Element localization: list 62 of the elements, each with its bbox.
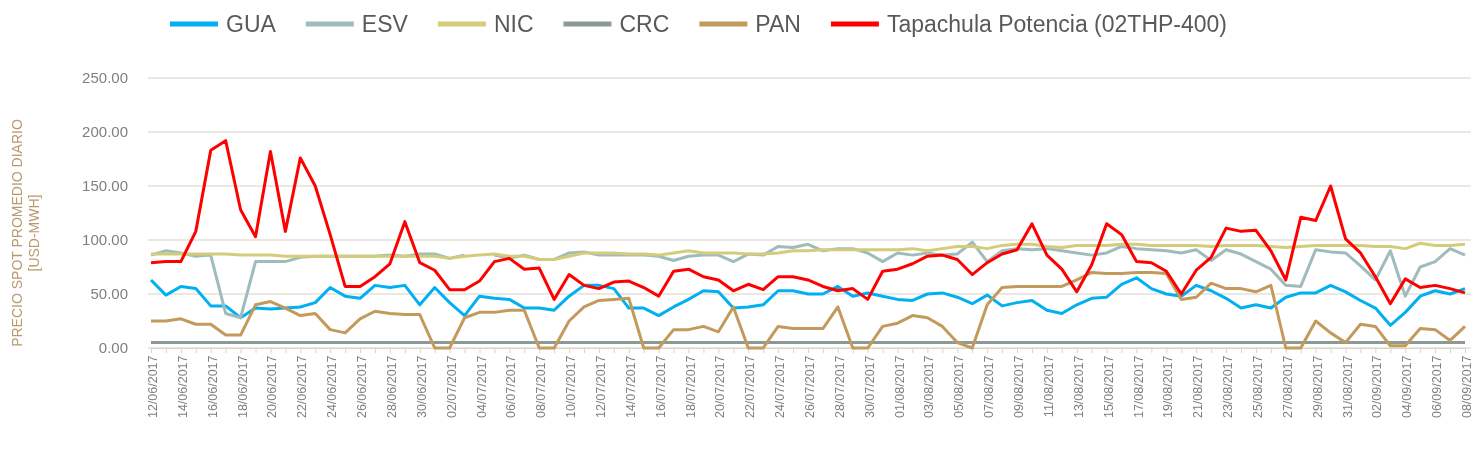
x-tick-label: 30/07/2017 (862, 355, 877, 419)
x-tick-label: 26/07/2017 (803, 355, 817, 419)
line-series (149, 139, 1467, 306)
x-tick-label: 08/07/2017 (534, 355, 549, 419)
y-tick-label: 150.00 (82, 177, 128, 195)
x-tick-label: 02/09/2017 (1370, 355, 1385, 419)
x-tick-label: 18/07/2017 (683, 355, 698, 419)
x-tick-label: 27/08/2017 (1280, 355, 1295, 419)
legend-label: CRC (619, 11, 670, 37)
legend-label: GUA (226, 11, 277, 37)
y-tick-label: 200.00 (82, 123, 128, 141)
x-tick-label: 17/08/2017 (1131, 355, 1146, 419)
y-axis-title: PRECIO SPOT PROMEDIO DIARIO [USD-MWH] (9, 119, 42, 347)
x-tick-label: 22/06/2017 (295, 355, 310, 419)
x-tick-label: 14/07/2017 (623, 355, 638, 419)
x-tick-label: 18/06/2017 (235, 355, 250, 419)
x-tick-label: 16/06/2017 (205, 355, 220, 419)
x-tick-label: 13/08/2017 (1071, 355, 1086, 419)
x-tick-label: 06/09/2017 (1430, 355, 1445, 419)
x-tick-label: 04/07/2017 (474, 355, 489, 419)
x-tick-label: 15/08/2017 (1101, 355, 1116, 419)
x-tick-label: 14/06/2017 (175, 355, 190, 419)
x-tick-label: 29/08/2017 (1310, 355, 1325, 419)
x-tick-label: 28/07/2017 (832, 355, 847, 419)
legend-label: Tapachula Potencia (02THP-400) (886, 11, 1228, 37)
legend-label: NIC (493, 11, 534, 37)
x-tick-label: 19/08/2017 (1161, 355, 1176, 419)
y-tick-label: 50.00 (90, 285, 128, 303)
x-tick-label: 07/08/2017 (982, 355, 997, 419)
line-series (149, 241, 1467, 261)
x-tick-label: 31/08/2017 (1340, 355, 1355, 419)
x-tick-label: 20/07/2017 (713, 355, 728, 419)
x-tick-label: 16/07/2017 (653, 355, 668, 419)
x-tick-label: 22/07/2017 (743, 355, 758, 419)
x-tick-label: 03/08/2017 (922, 355, 937, 419)
x-tick-label: 26/06/2017 (355, 355, 370, 419)
x-tick-label: 04/09/2017 (1400, 355, 1415, 419)
x-tick-label: 11/08/2017 (1041, 355, 1056, 418)
x-tick-label: 24/07/2017 (773, 355, 788, 419)
x-tick-label: 30/06/2017 (414, 355, 429, 419)
x-tick-label: 05/08/2017 (952, 355, 967, 419)
x-tick-label: 24/06/2017 (325, 355, 340, 419)
y-tick-label: 0.00 (98, 339, 128, 357)
line-series (149, 276, 1467, 327)
line-series (149, 270, 1467, 350)
y-tick-label: 250.00 (82, 69, 128, 87)
x-tick-label: 10/07/2017 (564, 355, 579, 419)
x-tick-label: 12/07/2017 (593, 355, 608, 419)
x-tick-label: 12/06/2017 (146, 355, 160, 419)
y-tick-label: 100.00 (82, 231, 128, 249)
legend-label: PAN (755, 11, 801, 37)
x-tick-label: 28/06/2017 (384, 355, 399, 419)
x-tick-label: 01/08/2017 (892, 355, 907, 419)
x-tick-label: 08/09/2017 (1460, 355, 1471, 419)
legend-label: ESV (361, 11, 409, 37)
x-tick-label: 09/08/2017 (1012, 355, 1027, 419)
x-tick-label: 06/07/2017 (504, 355, 519, 419)
x-tick-label: 02/07/2017 (444, 355, 459, 419)
x-tick-label: 23/08/2017 (1221, 355, 1236, 419)
x-tick-label: 21/08/2017 (1191, 355, 1206, 419)
x-tick-label: 20/06/2017 (265, 355, 280, 419)
x-tick-label: 25/08/2017 (1250, 355, 1265, 419)
